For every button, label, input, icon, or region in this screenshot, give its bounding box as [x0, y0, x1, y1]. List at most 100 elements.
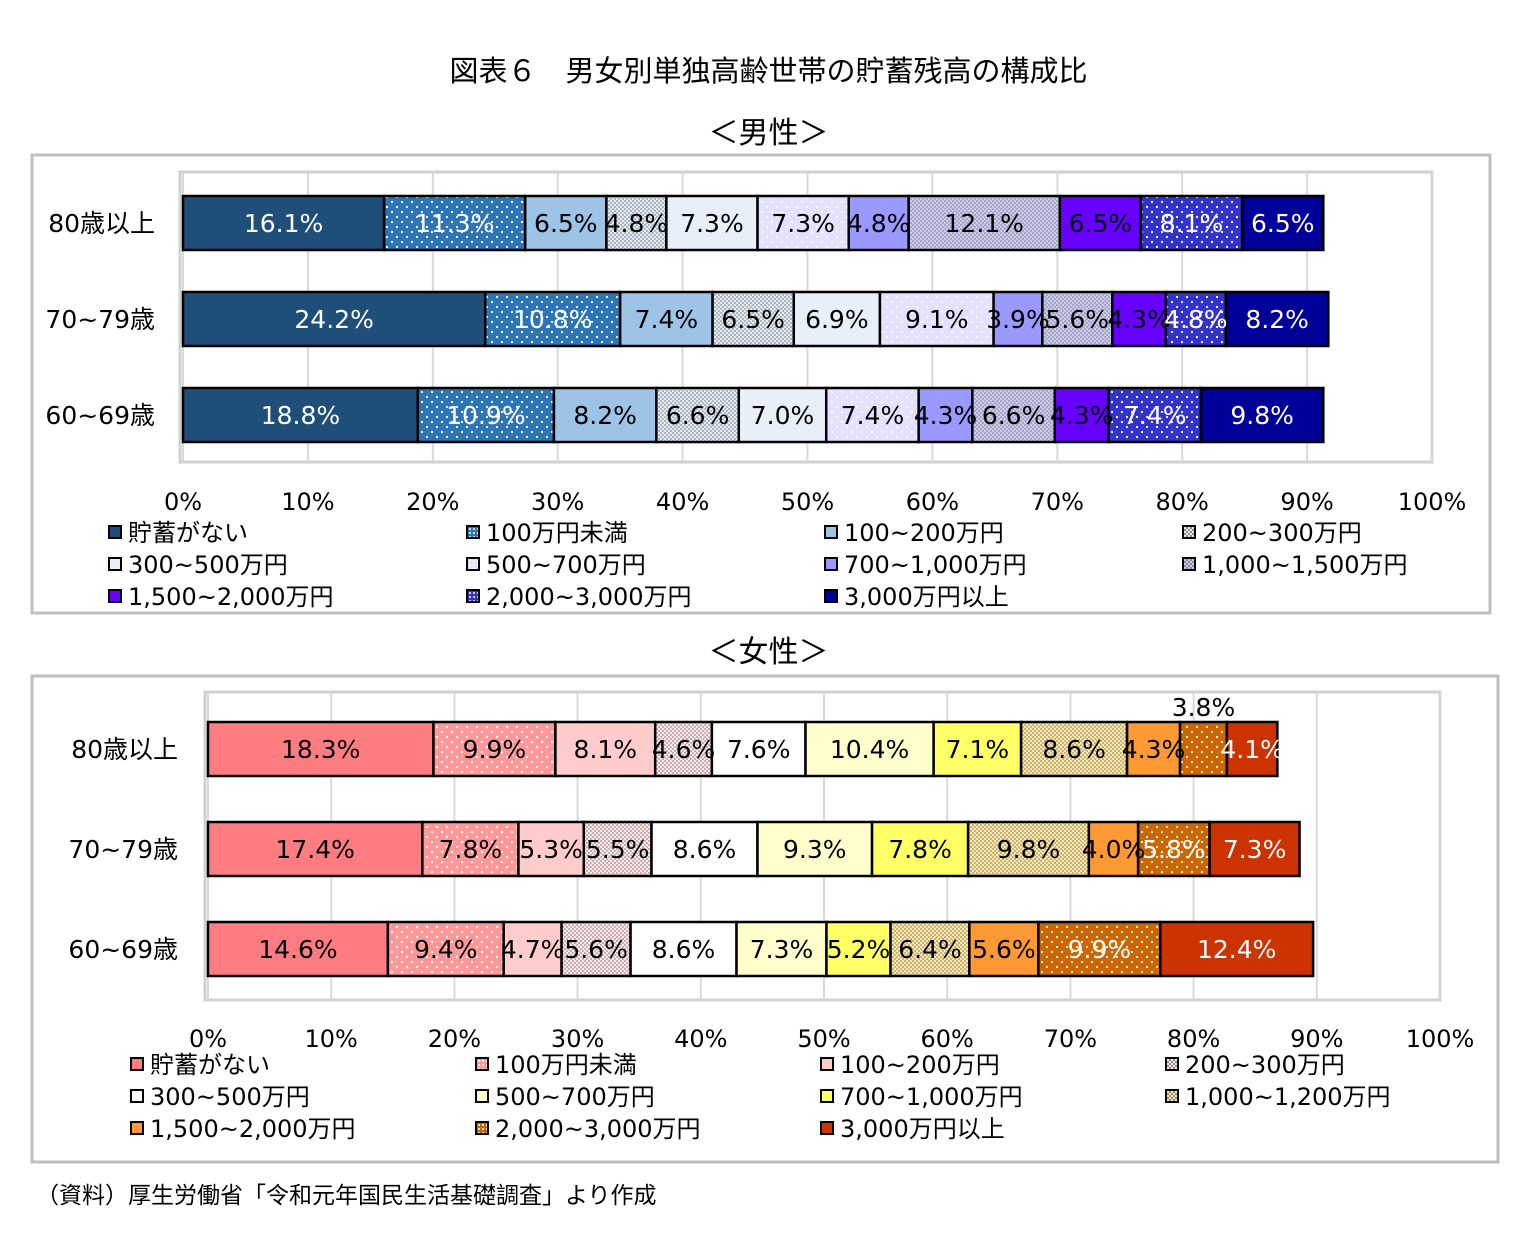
- category-label: 80歳以上: [48, 209, 155, 238]
- data-label: 4.6%: [652, 735, 716, 764]
- data-label: 18.8%: [261, 401, 340, 430]
- data-label: 8.1%: [574, 735, 638, 764]
- legend-item: 200~300万円: [1182, 518, 1362, 549]
- data-label: 5.6%: [972, 935, 1036, 964]
- data-label: 4.3%: [1107, 305, 1171, 334]
- legend-label: 200~300万円: [1185, 1051, 1345, 1079]
- x-tick-label: 60%: [921, 1025, 974, 1053]
- legend-label: 100万円未満: [486, 519, 628, 547]
- category-label: 80歳以上: [71, 735, 178, 764]
- data-label: 12.1%: [945, 209, 1024, 238]
- legend-label: 200~300万円: [1202, 519, 1362, 547]
- legend-swatch: [108, 589, 122, 603]
- data-label: 4.3%: [1122, 735, 1186, 764]
- data-label: 6.5%: [1251, 209, 1315, 238]
- data-label: 5.6%: [1046, 305, 1110, 334]
- bar-segment: [1136, 820, 1211, 878]
- data-label: 7.3%: [771, 209, 835, 238]
- bar-segment: [735, 920, 828, 978]
- data-label: 8.6%: [1042, 735, 1106, 764]
- legend-swatch: [130, 1121, 144, 1135]
- data-label: 5.3%: [519, 835, 583, 864]
- legend-swatch: [475, 1089, 489, 1103]
- x-tick-label: 10%: [305, 1025, 358, 1053]
- data-label: 7.8%: [888, 835, 952, 864]
- legend-swatch: [824, 589, 838, 603]
- bar-segment: [629, 920, 738, 978]
- data-label: 14.6%: [258, 935, 337, 964]
- data-label: 6.4%: [898, 935, 962, 964]
- female-chart: 0% 10% 20% 30% 40% 50% 60% 70% 80% 90% 100% 80歳以上 18…: [30, 674, 1500, 1164]
- bar-segment: [502, 920, 563, 978]
- data-label: 4.3%: [1050, 401, 1114, 430]
- legend-item: 300~500万円: [130, 1082, 310, 1113]
- x-tick-label: 80%: [1156, 488, 1209, 516]
- category-label: 70~79歳: [45, 305, 155, 334]
- data-label: 9.4%: [414, 935, 478, 964]
- data-label: 9.9%: [1068, 935, 1132, 964]
- legend-item: 500~700万円: [466, 550, 646, 581]
- bar-segment: [756, 820, 874, 878]
- legend-label: 700~1,000万円: [840, 1083, 1023, 1111]
- legend-swatch: [820, 1089, 834, 1103]
- x-tick-label: 40%: [674, 1025, 727, 1053]
- legend-item: 500~700万円: [475, 1082, 655, 1113]
- legend-item: 200~300万円: [1165, 1050, 1345, 1081]
- x-tick-label: 50%: [781, 488, 834, 516]
- legend-item: 100万円未満: [475, 1050, 637, 1081]
- x-tick-label: 40%: [656, 488, 709, 516]
- legend-label: 300~500万円: [150, 1083, 310, 1111]
- bar-segment: [878, 290, 995, 348]
- bar-segment: [1019, 720, 1129, 778]
- legend-swatch: [108, 557, 122, 571]
- data-label: 6.9%: [805, 305, 869, 334]
- x-tick-label: 60%: [906, 488, 959, 516]
- legend-item: 100万円未満: [466, 518, 628, 549]
- bar-segment: [1041, 290, 1114, 348]
- data-label: 4.0%: [1082, 835, 1146, 864]
- bar-segment: [382, 194, 527, 252]
- bar-segment: [206, 720, 435, 778]
- x-tick-label: 90%: [1290, 1025, 1343, 1053]
- bar-segment: [1058, 194, 1143, 252]
- data-label: 8.1%: [1160, 209, 1224, 238]
- bar-segment: [181, 386, 420, 444]
- legend-swatch: [475, 1057, 489, 1071]
- bar-segment: [1159, 920, 1315, 978]
- legend-swatch: [130, 1089, 144, 1103]
- x-tick-label: 90%: [1280, 488, 1333, 516]
- x-tick-label: 20%: [428, 1025, 481, 1053]
- bar-segment: [992, 290, 1044, 348]
- x-tick-label: 50%: [797, 1025, 850, 1053]
- data-label: 18.3%: [281, 735, 360, 764]
- legend-swatch: [466, 557, 480, 571]
- bar-segment: [416, 386, 556, 444]
- data-label: 7.1%: [946, 735, 1010, 764]
- legend-item: 3,000万円以上: [824, 582, 1009, 613]
- data-label: 3.8%: [1172, 693, 1236, 722]
- legend-swatch: [1182, 525, 1196, 539]
- legend-label: 貯蓄がない: [150, 1051, 270, 1079]
- data-label: 8.2%: [1245, 305, 1309, 334]
- legend-label: 100万円未満: [495, 1051, 637, 1079]
- bar-segment: [932, 720, 1023, 778]
- bar-segment: [1111, 290, 1168, 348]
- data-label: 4.8%: [605, 209, 669, 238]
- bar-segment: [870, 820, 970, 878]
- x-tick-label: 0%: [189, 1025, 227, 1053]
- data-label: 4.1%: [1220, 735, 1284, 764]
- legend-item: 1,000~1,500万円: [1182, 550, 1408, 581]
- bar-segment: [907, 194, 1062, 252]
- bar-segment: [1164, 290, 1228, 348]
- data-label: 8.2%: [573, 401, 637, 430]
- legend-item: 3,000万円以上: [820, 1114, 1005, 1145]
- data-label: 10.4%: [830, 735, 909, 764]
- data-label: 4.3%: [914, 401, 978, 430]
- bar-segment: [804, 720, 935, 778]
- legend-label: 1,000~1,500万円: [1202, 551, 1408, 579]
- legend-swatch: [820, 1121, 834, 1135]
- legend-label: 貯蓄がない: [128, 519, 248, 547]
- data-label: 5.8%: [1142, 835, 1206, 864]
- data-label: 9.8%: [1230, 401, 1294, 430]
- male-panel-subtitle: ＜男性＞: [708, 116, 829, 151]
